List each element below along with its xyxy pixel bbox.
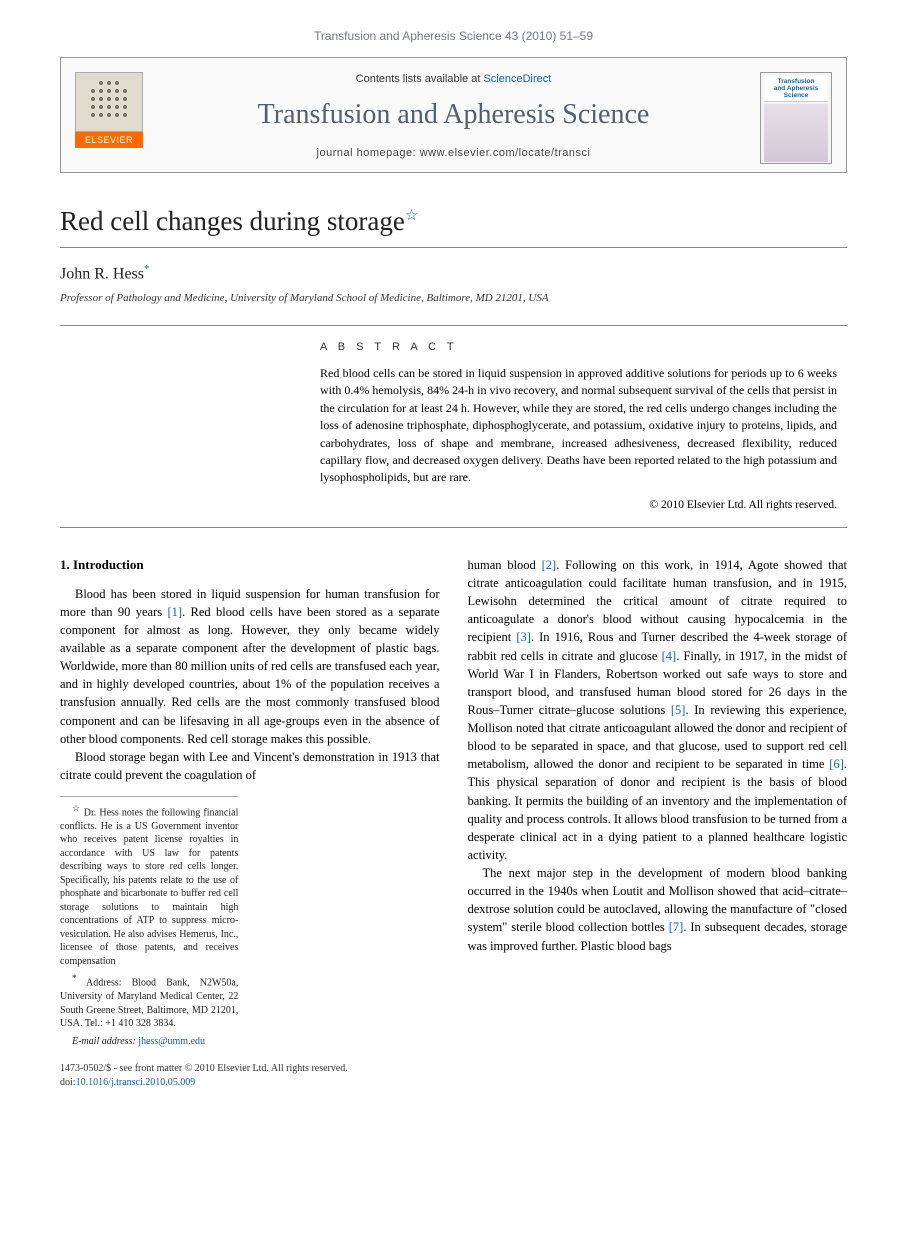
affil-rule — [60, 325, 847, 326]
elsevier-brand: ELSEVIER — [75, 132, 143, 149]
para-2: Blood storage began with Lee and Vincent… — [60, 748, 440, 784]
para-1: Blood has been stored in liquid suspensi… — [60, 585, 440, 748]
journal-homepage: journal homepage: www.elsevier.com/locat… — [61, 146, 846, 161]
elsevier-logo: ELSEVIER — [75, 72, 143, 152]
article-content: Red cell changes during storage☆ John R.… — [0, 203, 907, 1053]
elsevier-tree-icon — [75, 72, 143, 132]
ref-6[interactable]: [6] — [829, 757, 844, 771]
article-title: Red cell changes during storage☆ — [60, 203, 847, 241]
footnotes-block: ☆ Dr. Hess notes the following financial… — [60, 796, 238, 1048]
ref-4[interactable]: [4] — [662, 649, 677, 663]
abstract-block: A B S T R A C T Red blood cells can be s… — [320, 340, 847, 513]
doi-link[interactable]: 10.1016/j.transci.2010.05.009 — [76, 1077, 196, 1088]
footnote-conflict: ☆ Dr. Hess notes the following financial… — [60, 802, 238, 968]
cover-title: Transfusion and Apheresis Science — [764, 76, 828, 102]
footnote-address: * Address: Blood Bank, N2W50a, Universit… — [60, 972, 238, 1030]
abstract-rule — [60, 527, 847, 528]
ref-7[interactable]: [7] — [669, 920, 684, 934]
email-link[interactable]: jhess@umm.edu — [138, 1036, 205, 1047]
ref-2[interactable]: [2] — [542, 558, 557, 572]
abstract-heading: A B S T R A C T — [320, 340, 837, 355]
ref-1[interactable]: [1] — [167, 605, 182, 619]
journal-name: Transfusion and Apheresis Science — [61, 95, 846, 134]
page-footer: 1473-0502/$ - see front matter © 2010 El… — [0, 1052, 907, 1120]
ref-3[interactable]: [3] — [516, 630, 531, 644]
section-heading: 1. Introduction — [60, 556, 440, 575]
footnote-star-icon: ☆ — [72, 803, 81, 813]
journal-masthead: ELSEVIER Transfusion and Apheresis Scien… — [60, 57, 847, 173]
footnote-email: E-mail address: jhess@umm.edu — [60, 1035, 238, 1049]
title-rule — [60, 247, 847, 248]
para-2-cont: human blood [2]. Following on this work,… — [468, 556, 848, 864]
ref-5[interactable]: [5] — [671, 703, 686, 717]
homepage-url[interactable]: www.elsevier.com/locate/transci — [420, 147, 591, 159]
para-3: The next major step in the development o… — [468, 864, 848, 955]
running-head: Transfusion and Apheresis Science 43 (20… — [0, 0, 907, 57]
sciencedirect-link[interactable]: ScienceDirect — [483, 73, 551, 85]
footer-doi: doi:10.1016/j.transci.2010.05.009 — [60, 1076, 847, 1090]
title-footnote-mark[interactable]: ☆ — [405, 208, 418, 224]
abstract-text: Red blood cells can be stored in liquid … — [320, 365, 837, 487]
footer-copyright: 1473-0502/$ - see front matter © 2010 El… — [60, 1062, 847, 1076]
contents-available: Contents lists available at ScienceDirec… — [61, 72, 846, 87]
cover-image — [764, 104, 828, 162]
author-corresponding-mark[interactable]: * — [144, 263, 150, 275]
author-affiliation: Professor of Pathology and Medicine, Uni… — [60, 291, 847, 306]
body-columns: 1. Introduction Blood has been stored in… — [60, 556, 847, 1052]
abstract-copyright: © 2010 Elsevier Ltd. All rights reserved… — [320, 497, 837, 513]
citation-text: Transfusion and Apheresis Science 43 (20… — [314, 29, 593, 43]
author-name: John R. Hess* — [60, 262, 847, 286]
journal-cover-thumb: Transfusion and Apheresis Science — [760, 72, 832, 164]
